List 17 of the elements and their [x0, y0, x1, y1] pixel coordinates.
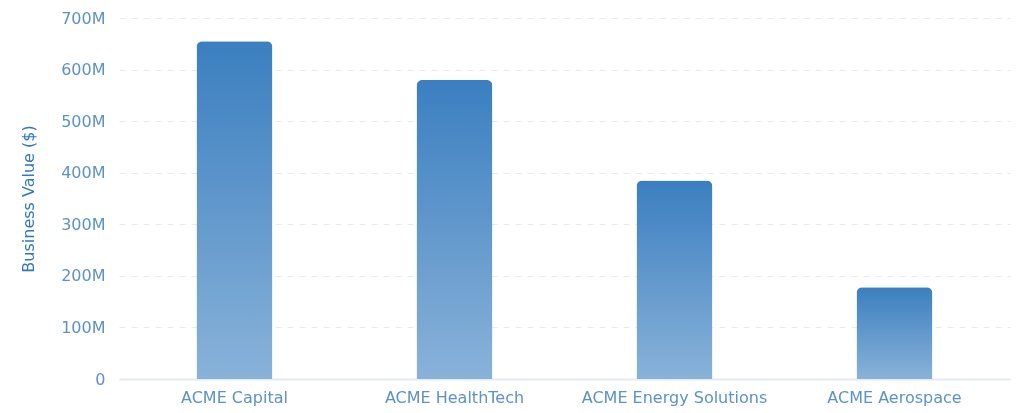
y-tick-label: 500M: [61, 111, 106, 131]
bar: [636, 180, 713, 379]
bar: [856, 287, 933, 379]
x-tick-label: ACME Aerospace: [827, 387, 962, 407]
y-tick-label: 0: [95, 369, 106, 389]
y-tick-label: 600M: [61, 60, 106, 80]
y-tick-label: 100M: [61, 317, 106, 337]
y-tick-label: 300M: [61, 214, 106, 234]
bar: [196, 41, 273, 379]
y-axis-title: Business Value ($): [19, 125, 39, 273]
bar: [416, 79, 493, 379]
x-tick-label: ACME HealthTech: [384, 387, 525, 407]
y-tick-label: 400M: [61, 163, 106, 183]
x-tick-label: ACME Capital: [181, 387, 288, 407]
y-tick-label: 200M: [61, 266, 106, 286]
y-tick-label: 700M: [61, 8, 106, 28]
x-tick-label: ACME Energy Solutions: [581, 387, 768, 407]
